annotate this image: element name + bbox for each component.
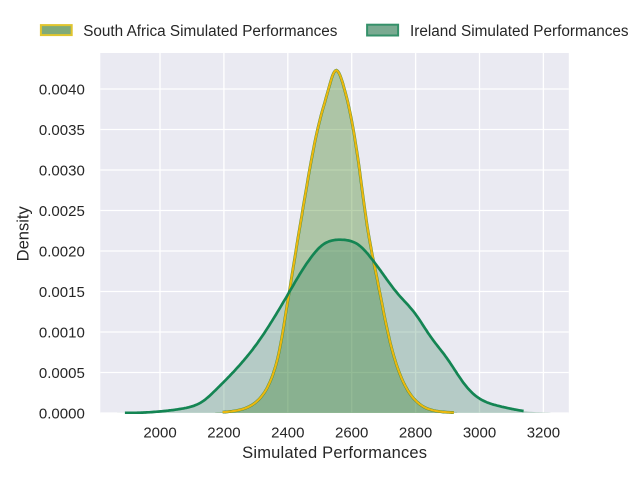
svg-text:0.0015: 0.0015 (39, 284, 85, 301)
svg-text:Simulated Performances: Simulated Performances (242, 444, 427, 462)
svg-text:2600: 2600 (335, 425, 368, 442)
svg-text:2800: 2800 (399, 425, 432, 442)
svg-text:2000: 2000 (143, 425, 176, 442)
svg-text:0.0025: 0.0025 (39, 203, 85, 220)
svg-text:South Africa Simulated Perform: South Africa Simulated Performances (83, 23, 338, 40)
svg-text:0.0010: 0.0010 (39, 324, 85, 341)
svg-text:Ireland Simulated Performances: Ireland Simulated Performances (410, 23, 629, 40)
svg-text:0.0030: 0.0030 (39, 162, 85, 179)
svg-text:2200: 2200 (207, 425, 240, 442)
svg-text:Density: Density (14, 206, 32, 262)
svg-text:0.0040: 0.0040 (39, 81, 85, 98)
svg-text:0.0000: 0.0000 (39, 405, 85, 422)
svg-text:2400: 2400 (271, 425, 304, 442)
svg-text:0.0005: 0.0005 (39, 365, 85, 382)
svg-text:0.0020: 0.0020 (39, 243, 85, 260)
svg-text:3000: 3000 (463, 425, 496, 442)
svg-text:3200: 3200 (527, 425, 560, 442)
svg-text:0.0035: 0.0035 (39, 122, 85, 139)
